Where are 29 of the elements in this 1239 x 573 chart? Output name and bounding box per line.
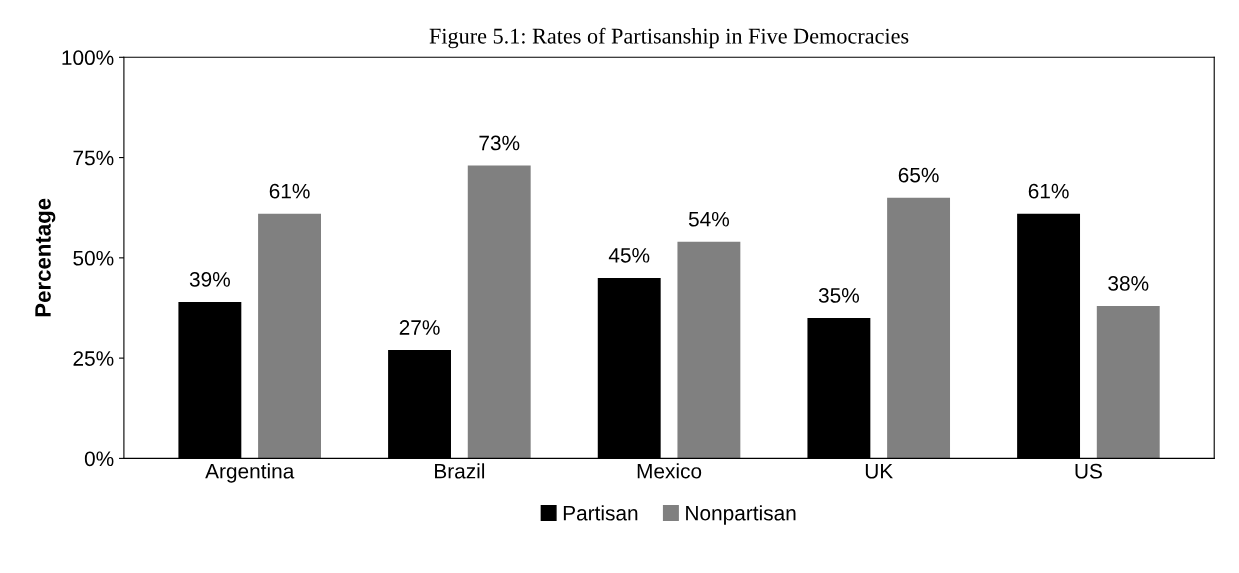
data-label: 45% xyxy=(608,248,650,263)
data-label: 27% xyxy=(399,320,440,335)
data-label: 54% xyxy=(688,211,730,227)
x-tick-label: UK xyxy=(865,464,893,479)
bar xyxy=(467,165,531,459)
legend-label: Nonpartisan xyxy=(686,505,796,525)
y-tick-label: 75% xyxy=(73,150,114,166)
legend-label: Partisan xyxy=(563,505,638,521)
data-label: 65% xyxy=(898,167,939,183)
bar xyxy=(677,241,741,459)
bar xyxy=(1096,305,1160,459)
data-label: 35% xyxy=(818,288,860,303)
data-label: 38% xyxy=(1108,276,1149,291)
y-tick-label: 0% xyxy=(84,451,114,467)
x-tick-label: Argentina xyxy=(205,463,295,483)
x-tick-label: Mexico xyxy=(637,463,702,479)
x-tick-label: Brazil xyxy=(435,463,485,479)
data-label: 61% xyxy=(269,183,310,199)
y-tick-label: 25% xyxy=(73,351,114,366)
data-label: 39% xyxy=(189,271,230,287)
chart-title: Figure 5.1: Rates of Partisanship in Five Democracies xyxy=(429,27,909,49)
data-label: 73% xyxy=(479,135,520,151)
bar xyxy=(887,197,951,459)
data-label: 61% xyxy=(1028,183,1069,199)
x-tick-label: US xyxy=(1075,463,1102,479)
y-tick-label: 100% xyxy=(62,50,114,66)
bar xyxy=(258,213,321,459)
y-axis-title: Percentage xyxy=(35,198,56,317)
y-tick-label: 50% xyxy=(73,250,114,266)
